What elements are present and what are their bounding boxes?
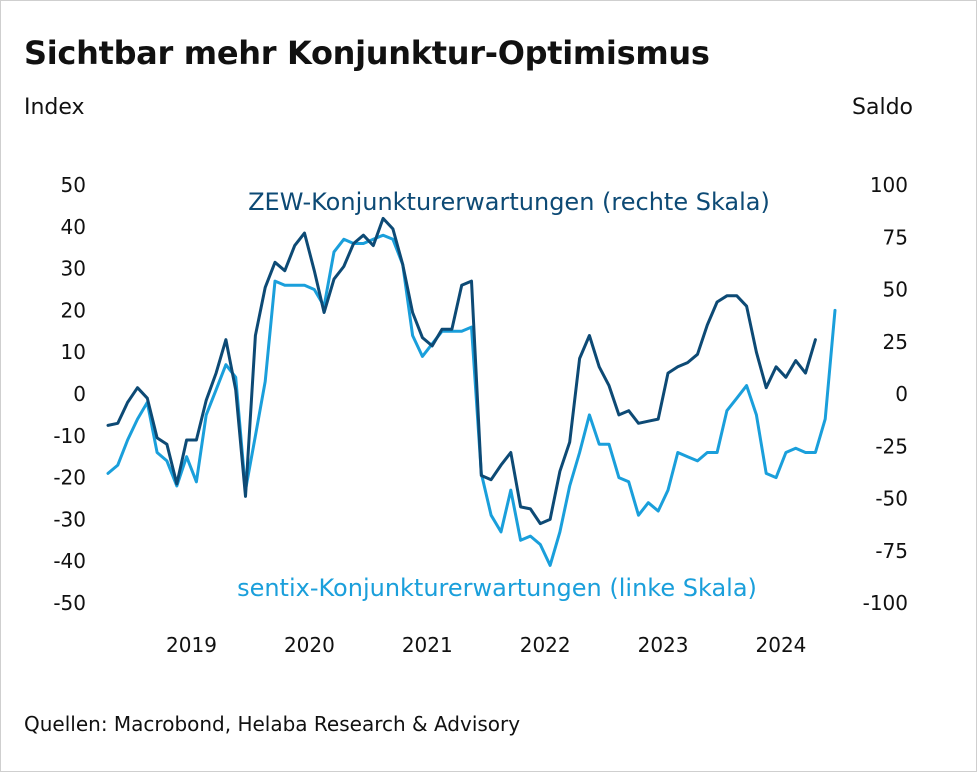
x-axis-year-label: 2022 (520, 633, 571, 657)
left-axis-tick-label: 20 (61, 298, 86, 322)
x-axis-year-label: 2023 (638, 633, 689, 657)
right-axis-tick-label: -75 (875, 539, 908, 563)
right-axis-tick-label: -50 (875, 487, 908, 511)
sentix-series-annotation: sentix-Konjunkturerwartungen (linke Skal… (237, 574, 757, 602)
source-note: Quellen: Macrobond, Helaba Research & Ad… (24, 712, 521, 736)
left-axis-unit: Index (24, 95, 85, 120)
left-axis-tick-label: -30 (53, 507, 86, 531)
x-axis-year-label: 2021 (402, 633, 453, 657)
zew-series-line (106, 216, 817, 526)
left-axis-tick-label: 10 (61, 340, 86, 364)
left-axis-tick-label: -40 (53, 549, 86, 573)
left-axis-tick-label: -50 (53, 591, 86, 615)
left-axis-tick-label: -10 (53, 424, 86, 448)
x-axis-year-label: 2020 (284, 633, 335, 657)
left-axis-tick-label: 0 (73, 382, 86, 406)
right-axis-tick-label: 100 (870, 173, 908, 197)
right-axis-tick-label: 50 (883, 278, 908, 302)
right-axis-tick-label: 0 (895, 382, 908, 406)
sentix-series-line (106, 233, 837, 567)
right-axis-tick-label: -100 (863, 591, 908, 615)
left-axis-tick-label: 40 (61, 215, 86, 239)
left-axis-tick-label: 50 (61, 173, 86, 197)
right-axis-unit: Saldo (852, 95, 913, 120)
zew-series-annotation: ZEW-Konjunkturerwartungen (rechte Skala) (248, 188, 770, 216)
right-axis-tick-label: -25 (875, 434, 908, 458)
left-axis-tick-label: -20 (53, 466, 86, 490)
x-axis-year-label: 2019 (166, 633, 217, 657)
right-axis-tick-label: 75 (883, 225, 908, 249)
chart-title: Sichtbar mehr Konjunktur-Optimismus (24, 34, 710, 72)
x-axis-year-label: 2024 (756, 633, 807, 657)
right-axis-tick-label: 25 (883, 330, 908, 354)
left-axis-tick-label: 30 (61, 257, 86, 281)
